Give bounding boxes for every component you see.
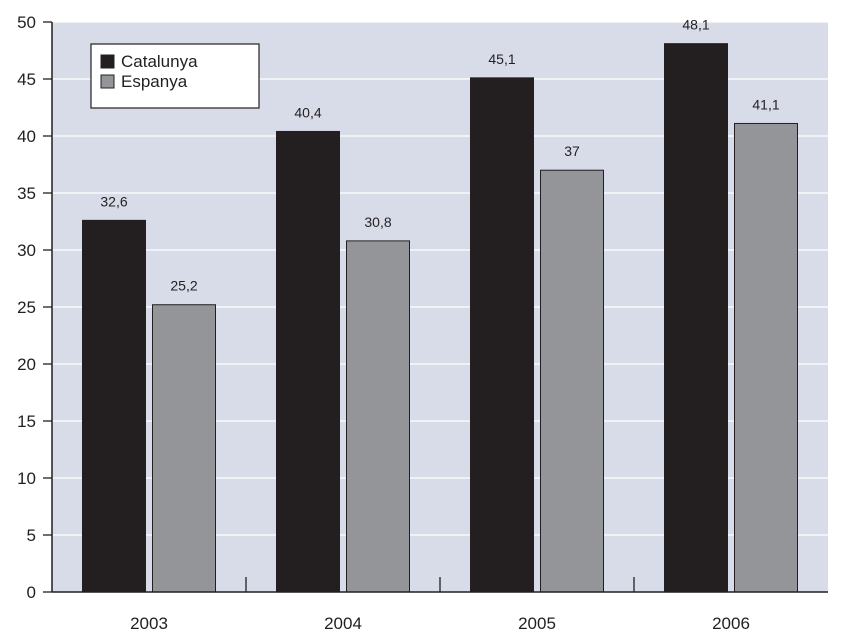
- data-label: 32,6: [100, 193, 127, 209]
- data-label: 40,4: [294, 104, 321, 120]
- bar-espanya-2003: [152, 304, 216, 593]
- y-tick-label: 0: [27, 583, 36, 602]
- y-tick-label: 10: [17, 469, 36, 488]
- y-tick-label: 25: [17, 298, 36, 317]
- legend-label: Catalunya: [121, 52, 198, 71]
- data-labels: 32,6 25,2 40,4 30,8 45,1 37 48,1 41,1: [100, 17, 779, 294]
- x-tick-label: 2005: [518, 614, 556, 633]
- bar-catalunya-2003: [82, 219, 146, 593]
- x-tick-label: 2004: [324, 614, 362, 633]
- y-tick-label: 20: [17, 355, 36, 374]
- legend-box: [90, 43, 260, 109]
- x-tick-label: 2003: [130, 614, 168, 633]
- legend-swatch-catalunya: [100, 54, 115, 69]
- bar-espanya-2006: [734, 122, 798, 593]
- x-tick-label: 2006: [712, 614, 750, 633]
- y-tick-label: 35: [17, 184, 36, 203]
- y-tick-label: 5: [27, 526, 36, 545]
- data-label: 25,2: [170, 278, 197, 294]
- legend-label: Espanya: [121, 72, 188, 91]
- data-label: 41,1: [752, 96, 779, 112]
- data-label: 37: [564, 143, 580, 159]
- y-tick-label: 40: [17, 127, 36, 146]
- y-tick-label: 30: [17, 241, 36, 260]
- y-tick-label: 45: [17, 70, 36, 89]
- y-tick-label: 15: [17, 412, 36, 431]
- bar-catalunya-2005: [470, 77, 534, 593]
- y-tick-label: 50: [17, 13, 36, 32]
- legend-swatch-espanya: [100, 74, 115, 89]
- bars: [82, 43, 798, 593]
- bar-catalunya-2006: [664, 43, 728, 593]
- bar-espanya-2005: [540, 169, 604, 593]
- bar-catalunya-2004: [276, 130, 340, 593]
- bar-espanya-2004: [346, 240, 410, 593]
- data-label: 45,1: [488, 51, 515, 67]
- data-label: 30,8: [364, 214, 391, 230]
- data-label: 48,1: [682, 17, 709, 33]
- axes: 0 5 10 15 20 25 30 35 40 45 50 2003 2004 2005 2006: [17, 13, 828, 633]
